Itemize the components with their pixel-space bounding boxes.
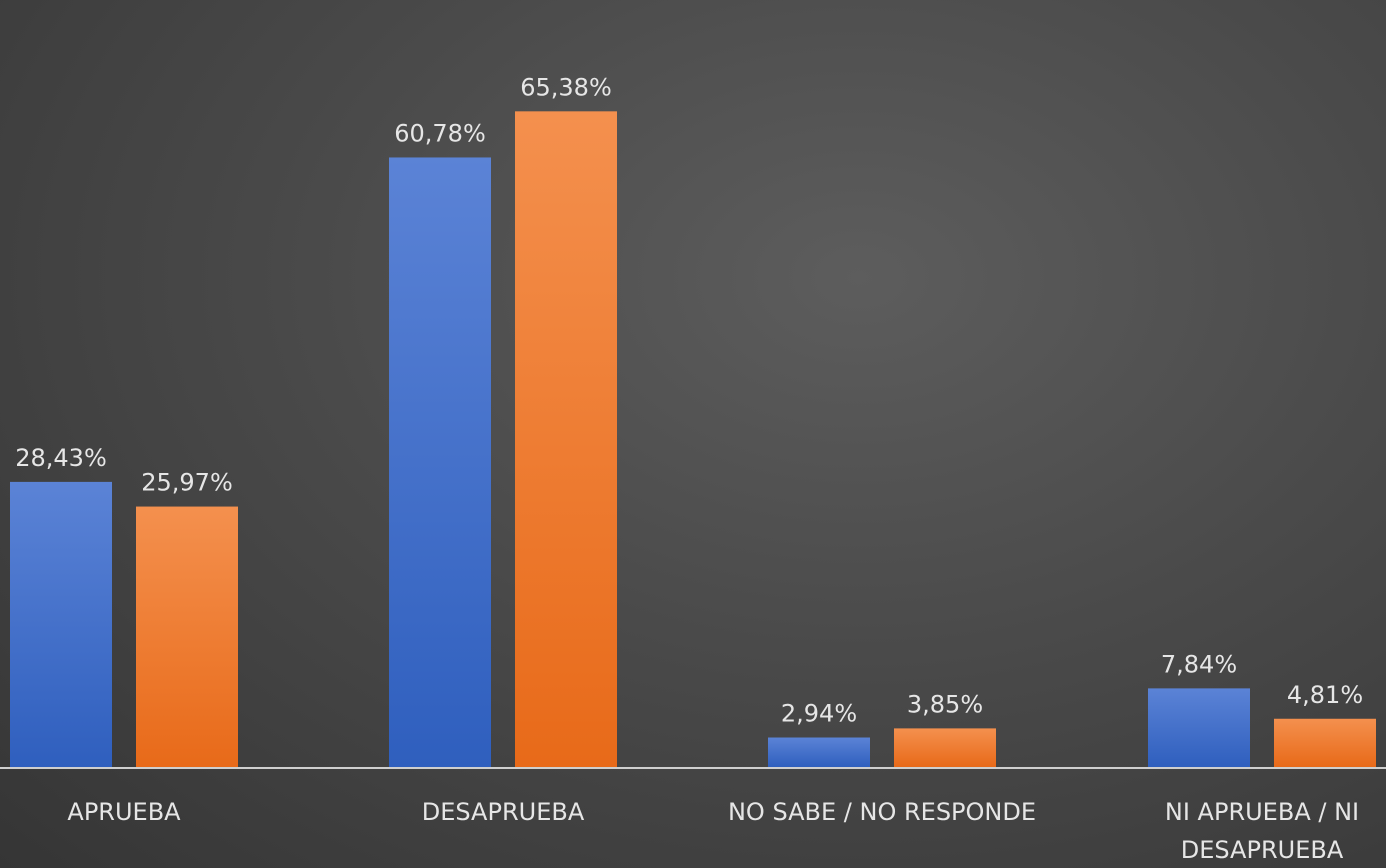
category-label-4-line2: DESAPRUEBA <box>1181 836 1344 864</box>
bar-series1-cat1 <box>10 481 112 767</box>
value-label-series2-cat1: 25,97% <box>141 469 233 497</box>
bar-series1-cat4 <box>1148 688 1250 767</box>
category-labels-layer: APRUEBA DESAPRUEBA NO SABE / NO RESPONDE NI… <box>67 798 1359 864</box>
bar-series2-cat3 <box>894 728 996 767</box>
bar-series2-cat2 <box>515 111 617 767</box>
value-label-series1-cat3: 2,94% <box>781 700 857 728</box>
value-label-series2-cat3: 3,85% <box>907 690 983 718</box>
value-label-series1-cat4: 7,84% <box>1161 650 1237 678</box>
category-label-4-line1: NI APRUEBA / NI <box>1165 798 1359 826</box>
category-label-2: DESAPRUEBA <box>422 798 585 826</box>
bar-series1-cat3 <box>768 737 870 767</box>
bar-series1-cat2 <box>389 157 491 767</box>
category-label-3: NO SABE / NO RESPONDE <box>728 798 1036 826</box>
value-label-series1-cat1: 28,43% <box>15 444 107 472</box>
value-label-series2-cat4: 4,81% <box>1287 681 1363 709</box>
category-label-1: APRUEBA <box>67 798 181 826</box>
value-label-series1-cat2: 60,78% <box>394 119 486 147</box>
bars-layer <box>10 111 1376 767</box>
value-labels-layer: 28,43% 60,78% 2,94% 7,84% 25,97% 65,38% 3,85% 4… <box>15 73 1363 727</box>
value-label-series2-cat2: 65,38% <box>520 73 612 101</box>
bar-series2-cat1 <box>136 506 238 767</box>
bar-series2-cat4 <box>1274 718 1376 767</box>
